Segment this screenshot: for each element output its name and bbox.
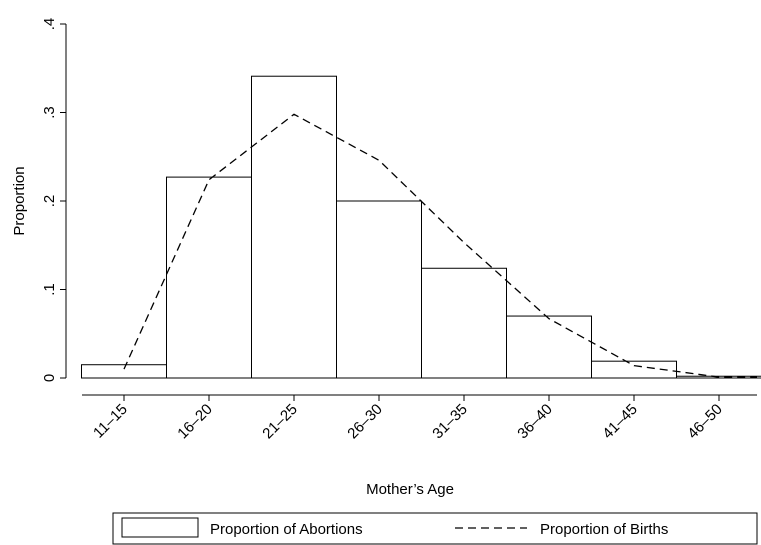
y-tick-label: .4 xyxy=(41,18,58,31)
bar xyxy=(506,315,592,379)
x-tick-label: 46–50 xyxy=(684,401,726,443)
x-tick-label: 11–15 xyxy=(90,401,131,442)
bar xyxy=(81,364,167,379)
y-tick-label: .2 xyxy=(41,195,58,208)
legend-box xyxy=(112,512,758,545)
bar xyxy=(676,375,761,379)
bar xyxy=(421,267,507,379)
y-tick-label: .3 xyxy=(41,106,58,119)
y-tick-label: 0 xyxy=(41,374,58,382)
legend-swatch xyxy=(121,517,199,538)
bar xyxy=(336,200,422,379)
bar xyxy=(591,360,677,379)
x-axis-title: Mother’s Age xyxy=(366,481,454,498)
legend-label: Proportion of Abortions xyxy=(210,521,363,538)
x-tick-label: 16–20 xyxy=(174,401,216,443)
x-tick-label: 21–25 xyxy=(259,401,301,443)
x-tick-label: 31–35 xyxy=(429,401,471,443)
legend-label: Proportion of Births xyxy=(540,521,668,538)
x-tick-label: 36–40 xyxy=(514,401,556,443)
y-tick-label: .1 xyxy=(41,283,58,296)
line xyxy=(123,113,757,378)
bar xyxy=(251,75,337,379)
bar xyxy=(166,176,252,379)
y-axis-title: Proportion xyxy=(11,166,28,235)
x-tick-label: 41–45 xyxy=(599,401,641,443)
x-tick-label: 26–30 xyxy=(344,401,386,443)
